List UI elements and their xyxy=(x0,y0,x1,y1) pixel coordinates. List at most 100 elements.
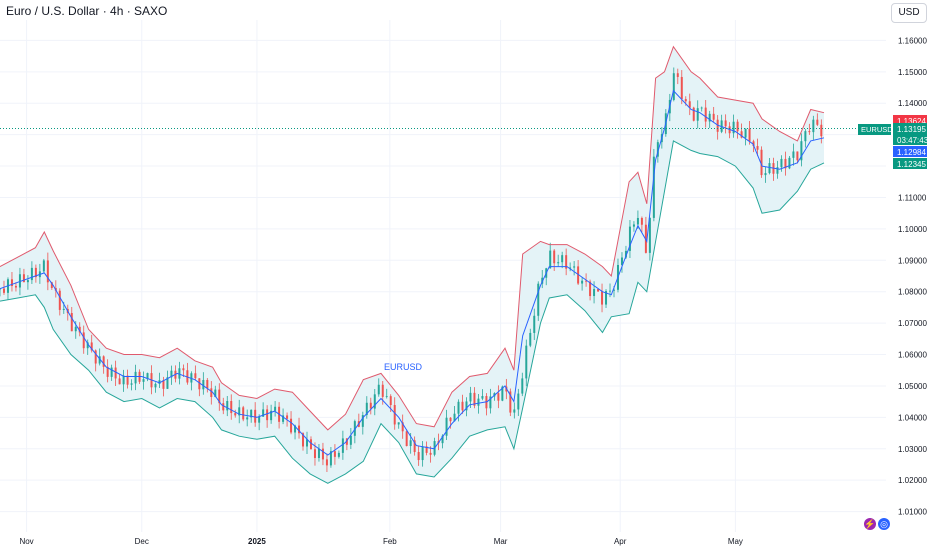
candle-body xyxy=(162,380,165,389)
candle-body xyxy=(597,289,600,292)
candle-body xyxy=(716,119,719,132)
price-tag-countdown: 03:47:43 xyxy=(897,136,929,145)
currency-button[interactable]: USD xyxy=(891,3,927,23)
candle-body xyxy=(724,120,727,127)
candle-body xyxy=(22,274,25,283)
candle-body xyxy=(122,375,125,385)
candle-body xyxy=(628,226,631,251)
y-tick-label: 1.16000 xyxy=(898,36,927,45)
candle-body xyxy=(760,149,763,176)
candle-body xyxy=(561,255,564,263)
candle-body xyxy=(385,396,388,397)
candle-body xyxy=(481,396,484,399)
candle-body xyxy=(182,368,185,371)
candle-body xyxy=(457,401,460,414)
candle-body xyxy=(812,119,815,133)
candle-body xyxy=(369,402,372,409)
candle-body xyxy=(266,409,269,421)
candle-body xyxy=(309,439,312,450)
candle-body xyxy=(688,101,691,108)
candle-body xyxy=(345,438,348,445)
candle-body xyxy=(74,326,77,332)
price-tag-lower xyxy=(893,158,927,169)
candle-body xyxy=(800,141,803,161)
x-tick-label: Nov xyxy=(19,537,33,546)
candle-body xyxy=(98,356,101,364)
candle-body xyxy=(10,279,13,286)
candle-body xyxy=(804,131,807,142)
candle-body xyxy=(30,267,33,281)
candle-body xyxy=(477,398,480,406)
y-tick-label: 1.08000 xyxy=(898,288,927,297)
candle-body xyxy=(780,158,783,168)
price-tag-text: 1.12984 xyxy=(897,148,926,157)
candle-body xyxy=(126,375,129,385)
candle-body xyxy=(513,409,516,413)
candle-body xyxy=(302,433,305,447)
candle-body xyxy=(593,289,596,297)
candle-body xyxy=(509,391,512,413)
candle-body xyxy=(585,280,588,282)
candle-body xyxy=(521,378,524,394)
candle-body xyxy=(321,448,324,460)
candle-body xyxy=(333,451,336,457)
candle-body xyxy=(784,158,787,169)
candle-body xyxy=(612,289,615,291)
candle-body xyxy=(62,308,65,310)
candle-body xyxy=(250,409,253,418)
candle-body xyxy=(748,128,751,142)
candle-body xyxy=(198,378,201,390)
globe-icon[interactable]: ◎ xyxy=(878,518,890,530)
candle-body xyxy=(632,224,635,227)
candle-body xyxy=(142,379,145,382)
candle-body xyxy=(624,250,627,258)
candle-body xyxy=(732,121,735,134)
candle-body xyxy=(313,449,316,458)
candle-body xyxy=(270,410,273,421)
candle-body xyxy=(14,285,17,288)
candle-body xyxy=(417,452,420,461)
candle-body xyxy=(680,76,683,100)
candle-body xyxy=(214,389,217,398)
candle-body xyxy=(258,416,261,423)
candle-body xyxy=(605,291,608,305)
candle-body xyxy=(337,452,340,457)
price-tag-basis xyxy=(893,146,927,157)
candle-body xyxy=(178,368,181,379)
candle-body xyxy=(573,266,576,268)
candle-body xyxy=(317,448,320,458)
candle-body xyxy=(393,405,396,425)
candle-body xyxy=(50,282,53,288)
candle-body xyxy=(425,446,428,453)
candle-body xyxy=(130,383,133,385)
chart-annotation: EURUSD xyxy=(384,362,423,372)
candle-body xyxy=(226,401,229,411)
candle-body xyxy=(676,73,679,77)
candle-body xyxy=(134,371,137,384)
candle-body xyxy=(501,386,504,401)
symbol-tag xyxy=(858,124,891,135)
candle-body xyxy=(820,124,823,137)
candle-body xyxy=(744,128,747,138)
x-tick-label: Mar xyxy=(494,537,508,546)
y-tick-label: 1.11000 xyxy=(898,193,927,202)
price-tag-text: 1.13195 xyxy=(897,125,926,134)
candle-body xyxy=(190,373,193,383)
y-tick-label: 1.15000 xyxy=(898,68,927,77)
candle-body xyxy=(290,418,293,433)
candle-body xyxy=(652,156,655,218)
symbol-tag-text: EURUSD xyxy=(861,125,893,134)
candle-body xyxy=(286,415,289,419)
y-tick-label: 1.14000 xyxy=(898,99,927,108)
y-tick-label: 1.05000 xyxy=(898,382,927,391)
candle-body xyxy=(110,367,113,377)
candle-body xyxy=(672,73,675,100)
lightning-icon[interactable]: ⚡ xyxy=(864,518,876,530)
candle-body xyxy=(298,425,301,434)
candle-body xyxy=(373,394,376,409)
candle-body xyxy=(222,403,225,411)
candle-body xyxy=(441,435,444,444)
lower-band-line xyxy=(0,140,825,484)
